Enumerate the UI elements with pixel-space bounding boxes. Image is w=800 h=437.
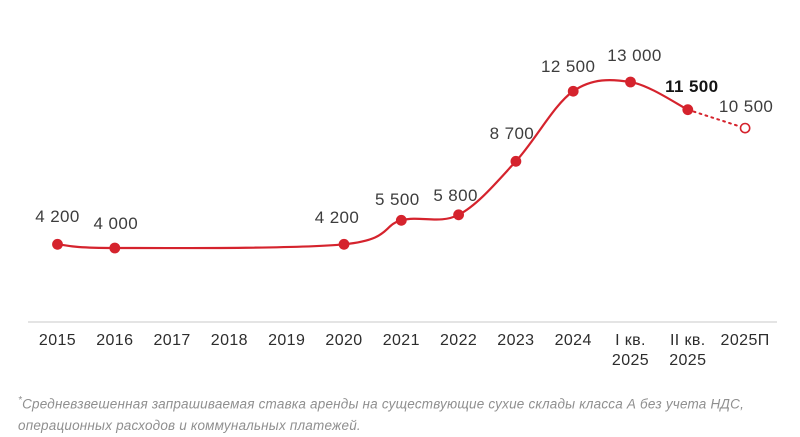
footnote-asterisk: *	[18, 395, 23, 406]
value-label-13000: 13 000	[607, 46, 662, 65]
rate-line	[57, 78, 689, 250]
value-label-5500: 5 500	[375, 190, 420, 210]
x-tick-label-2025П: 2025П	[720, 332, 770, 349]
data-point	[395, 214, 407, 226]
x-tick-label-2016: 2016	[96, 332, 134, 349]
value-label-4200: 4 200	[35, 207, 80, 227]
x-tick-label-II-кв.-2025: II кв. 2025	[669, 332, 707, 369]
footnote-line1: Средневзвешенная запрашиваемая ставка ар…	[22, 396, 745, 412]
value-label-8700: 8 700	[489, 124, 535, 144]
data-point	[338, 238, 350, 250]
data-point	[109, 242, 121, 254]
x-tick-label-2020: 2020	[325, 332, 363, 349]
forecast-line	[686, 108, 747, 130]
footnote-line2: операционных расходов и коммунальных пла…	[18, 417, 361, 433]
x-tick-label-2021: 2021	[382, 332, 420, 349]
data-point	[52, 238, 63, 250]
forecast-data-point	[739, 122, 751, 134]
x-tick-label-2019: 2019	[268, 332, 306, 349]
data-point	[625, 76, 636, 88]
data-point	[453, 209, 464, 221]
data-point	[567, 85, 579, 97]
x-tick-label-2018: 2018	[210, 332, 248, 349]
x-tick-label-2023: 2023	[497, 332, 535, 349]
x-tick-label-2015: 2015	[38, 332, 77, 349]
footnote: *Средневзвешенная запрашиваемая ставка а…	[18, 390, 788, 436]
x-tick-label-I-кв.-2025: I кв. 2025	[611, 332, 650, 369]
x-tick-label-2017: 2017	[153, 332, 191, 349]
value-label-4200: 4 200	[314, 208, 360, 228]
value-label-5800: 5 800	[433, 185, 478, 205]
value-label-11500: 11 500	[665, 76, 719, 96]
value-label-10500: 10 500	[718, 97, 774, 117]
data-point	[510, 155, 522, 167]
data-point	[682, 104, 694, 116]
value-label-12500: 12 500	[540, 57, 596, 77]
x-tick-label-2022: 2022	[439, 332, 478, 349]
x-tick-label-2024: 2024	[554, 332, 592, 349]
value-label-4000: 4 000	[93, 214, 139, 233]
